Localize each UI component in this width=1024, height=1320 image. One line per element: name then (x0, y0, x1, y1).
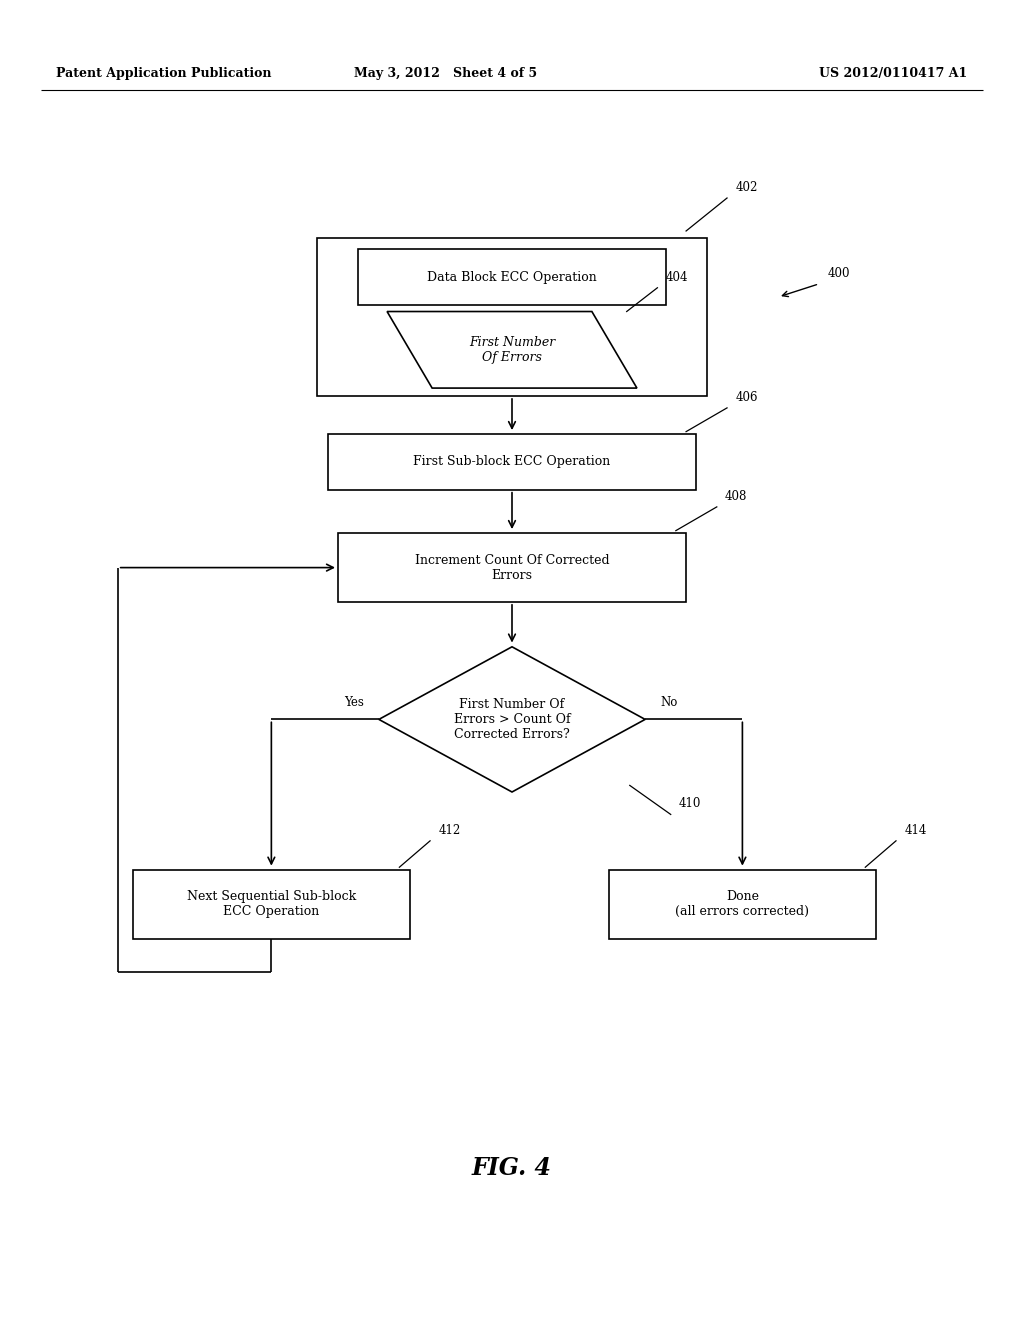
Text: First Sub-block ECC Operation: First Sub-block ECC Operation (414, 455, 610, 469)
Bar (317, 238, 707, 396)
Text: Yes: Yes (344, 696, 364, 709)
Text: Done
(all errors corrected): Done (all errors corrected) (676, 890, 809, 919)
Text: 404: 404 (666, 271, 688, 284)
Bar (609, 870, 876, 939)
Text: May 3, 2012   Sheet 4 of 5: May 3, 2012 Sheet 4 of 5 (354, 67, 537, 81)
Text: Data Block ECC Operation: Data Block ECC Operation (427, 271, 597, 284)
Text: 406: 406 (735, 391, 758, 404)
Text: US 2012/0110417 A1: US 2012/0110417 A1 (819, 67, 968, 81)
Text: 408: 408 (725, 490, 748, 503)
Bar (133, 870, 410, 939)
Text: 402: 402 (735, 181, 758, 194)
Text: Increment Count Of Corrected
Errors: Increment Count Of Corrected Errors (415, 553, 609, 582)
Bar (358, 249, 666, 305)
Text: First Number Of
Errors > Count Of
Corrected Errors?: First Number Of Errors > Count Of Correc… (454, 698, 570, 741)
Text: Next Sequential Sub-block
ECC Operation: Next Sequential Sub-block ECC Operation (186, 890, 356, 919)
Text: First Number
Of Errors: First Number Of Errors (469, 335, 555, 364)
Text: 414: 414 (904, 824, 927, 837)
Bar (338, 533, 686, 602)
Text: FIG. 4: FIG. 4 (472, 1156, 552, 1180)
Text: 400: 400 (827, 267, 850, 280)
Text: No: No (660, 696, 678, 709)
Text: 412: 412 (438, 824, 461, 837)
Text: Patent Application Publication: Patent Application Publication (56, 67, 271, 81)
Text: 410: 410 (679, 797, 701, 810)
Bar (328, 434, 696, 490)
